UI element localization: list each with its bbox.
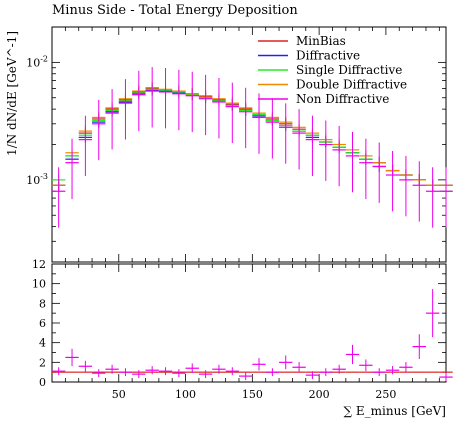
x-tick-label: 200 [309, 388, 330, 401]
legend-label-diffractive: Diffractive [296, 49, 360, 63]
ratio-y-tick-label: 10 [32, 278, 46, 291]
ratio-y-tick-label: 4 [39, 337, 46, 350]
x-axis-label: ∑ E_minus [GeV] [343, 404, 446, 418]
ratio-y-tick-label: 0 [39, 376, 46, 389]
legend-label-double-diffractive: Double Diffractive [296, 78, 407, 92]
legend-label-minbias: MinBias [296, 34, 346, 48]
chart-title: Minus Side - Total Energy Deposition [52, 3, 298, 18]
ratio-y-tick-label: 6 [39, 317, 46, 330]
main-y-tick-label: 10-3 [26, 172, 48, 187]
main-y-tick-label: 10-2 [26, 54, 48, 69]
legend-label-non-diffractive: Non Diffractive [296, 92, 389, 106]
y-axis-label: 1/N dN/dE [GeV^-1] [5, 31, 19, 156]
ratio-y-tick-label: 8 [39, 297, 46, 310]
x-tick-label: 150 [242, 388, 263, 401]
x-tick-label: 100 [175, 388, 196, 401]
ratio-y-tick-label: 2 [39, 356, 46, 369]
ratio-plot-frame [51, 263, 447, 383]
x-tick-label: 50 [112, 388, 126, 401]
legend-label-single-diffractive: Single Diffractive [296, 63, 402, 77]
x-tick-label: 250 [375, 388, 396, 401]
ratio-y-tick-label: 12 [32, 258, 46, 271]
